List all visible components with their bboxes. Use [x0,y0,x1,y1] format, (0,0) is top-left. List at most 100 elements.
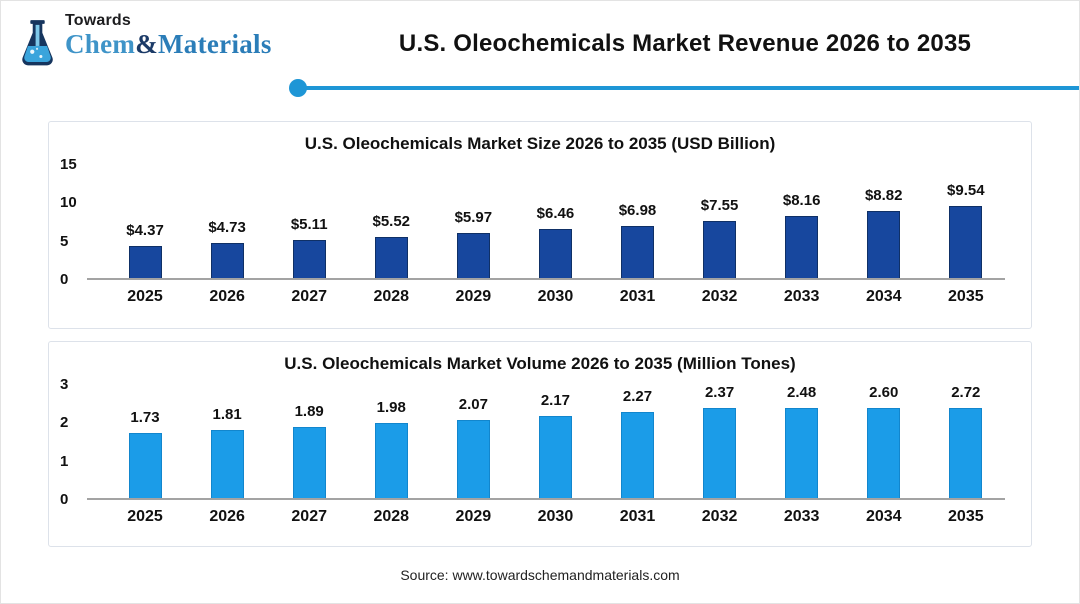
x-axis-label: 2031 [619,288,656,305]
bar-value-label: $4.37 [126,221,164,239]
y-axis-tick-label: 10 [60,194,77,212]
x-axis-labels: 2025 2026 2027 2028 2029 2030 2031 2032 2033 2034… [104,288,1007,306]
y-axis-tick-label: 0 [60,491,69,508]
y-axis-tick-label: 2 [60,414,69,432]
market-size-chart-panel: U.S. Oleochemicals Market Size 2026 to 2… [48,121,1032,329]
x-axis-label: 2035 [948,508,984,525]
bar-value-label: $5.97 [454,209,493,227]
bar-column-2026: 1.81 [186,384,268,499]
y-axis: 0 1 2 3 [49,376,104,508]
bar-column-2035: 2.72 [925,384,1007,499]
bar-value-label: 2.72 [951,384,981,401]
bar-column-2031: $6.98 [597,164,679,279]
accent-divider-line [298,86,1079,90]
x-axis-label: 2032 [701,508,738,525]
bar [292,239,326,279]
bar [456,419,490,499]
y-axis-tick-label: 15 [60,156,77,173]
x-axis-label: 2034 [865,508,902,525]
y-axis: 0 5 10 15 [49,156,104,288]
source-attribution: Source: www.towardschemandmaterials.com [400,567,680,583]
x-axis-line [87,498,1005,500]
bar [210,429,244,499]
bar-column-2026: $4.73 [186,164,268,279]
y-axis-tick-label: 1 [60,452,69,470]
x-axis-label: 2030 [537,288,574,305]
bar [621,225,654,279]
page-title: U.S. Oleochemicals Market Revenue 2026 t… [398,30,972,57]
bar-value-label: $9.54 [947,181,985,199]
bar [949,408,983,499]
bar-value-label: 2.17 [540,391,571,409]
bar [785,216,819,279]
bar-value-label: 1.89 [294,402,324,420]
bar-column-2034: $8.82 [843,164,925,279]
bar-column-2032: 2.37 [679,384,761,499]
bar-column-2033: 2.48 [761,384,843,499]
bar [621,411,654,499]
bar [538,415,572,499]
bar-column-2035: $9.54 [925,164,1007,279]
bar-column-2028: $5.52 [350,164,432,279]
bar [374,423,408,499]
bar-value-label: 2.27 [622,387,653,405]
bar [456,233,490,279]
x-axis-label: 2025 [127,288,163,305]
x-axis-label: 2029 [455,288,492,305]
bar-column-2027: 1.89 [268,384,350,499]
bar-column-2027: $5.11 [268,164,350,279]
bar [867,408,901,499]
x-axis-label: 2035 [948,288,984,305]
bar-value-label: $7.55 [700,197,739,215]
bar-column-2029: $5.97 [432,164,514,279]
x-axis-label: 2034 [865,288,902,305]
bar-column-2033: $8.16 [761,164,843,279]
bar-value-label: 1.73 [130,408,160,426]
bar-value-label: $6.46 [536,205,575,223]
x-axis-label: 2031 [619,508,656,525]
bar-column-2032: $7.55 [679,164,761,279]
chart-title: U.S. Oleochemicals Market Volume 2026 to… [284,354,796,373]
x-axis-label: 2028 [373,288,410,305]
bars-group: 1.73 1.81 1.89 1.98 2.07 2.17 2.27 2.37 2.48 2.60… [104,384,1007,499]
bar-column-2034: 2.60 [843,384,925,499]
bar-column-2030: $6.46 [514,164,596,279]
x-axis-labels: 2025 2026 2027 2028 2029 2030 2031 2032 2033 2034… [104,508,1007,526]
bar-column-2029: 2.07 [432,384,514,499]
bars-group: $4.37 $4.73 $5.11 $5.52 $5.97 $6.46 $6.98 $7.55… [104,164,1007,279]
bar-value-label: 2.37 [704,384,735,402]
bar-column-2025: 1.73 [104,384,186,499]
bar-value-label: $4.73 [208,218,246,236]
x-axis-label: 2027 [291,508,327,525]
y-axis-tick-label: 0 [60,271,69,288]
x-axis-label: 2027 [291,288,327,305]
bar [785,408,819,499]
bar [949,205,983,279]
bar [538,229,572,279]
x-axis-label: 2029 [455,508,492,525]
bar-value-label: $5.52 [372,212,411,230]
bar-chart-market-volume: 0 1 2 3 1.73 1.81 1.89 1.98 2.07 2.17 2.27 2.37 2.4… [49,376,1031,536]
bar-value-label: 2.60 [869,384,899,401]
x-axis-label: 2026 [209,508,245,525]
flask-icon [22,20,53,66]
x-axis-label: 2033 [783,508,820,525]
bar-column-2031: 2.27 [597,384,679,499]
market-volume-chart-panel: U.S. Oleochemicals Market Volume 2026 to… [48,341,1032,547]
bar [292,426,326,499]
bar [210,242,244,279]
x-axis-label: 2028 [373,508,410,525]
bar [374,236,408,279]
bar-value-label: 2.07 [458,395,488,413]
bar-chart-market-size: 0 5 10 15 $4.37 $4.73 $5.11 $5.52 $5.97 $6.46 $6.… [49,156,1031,316]
bar-column-2028: 1.98 [350,384,432,499]
brand-bottom-text: Chem&Materials [65,28,272,59]
bar-value-label: 2.48 [787,384,817,401]
bar-value-label: 1.81 [212,405,242,423]
bar-value-label: 1.98 [376,399,406,417]
bar-value-label: $5.11 [290,215,328,233]
brand-logo: Towards Chem&Materials [15,12,272,71]
x-axis-label: 2033 [783,288,820,305]
x-axis-label: 2025 [127,508,163,525]
